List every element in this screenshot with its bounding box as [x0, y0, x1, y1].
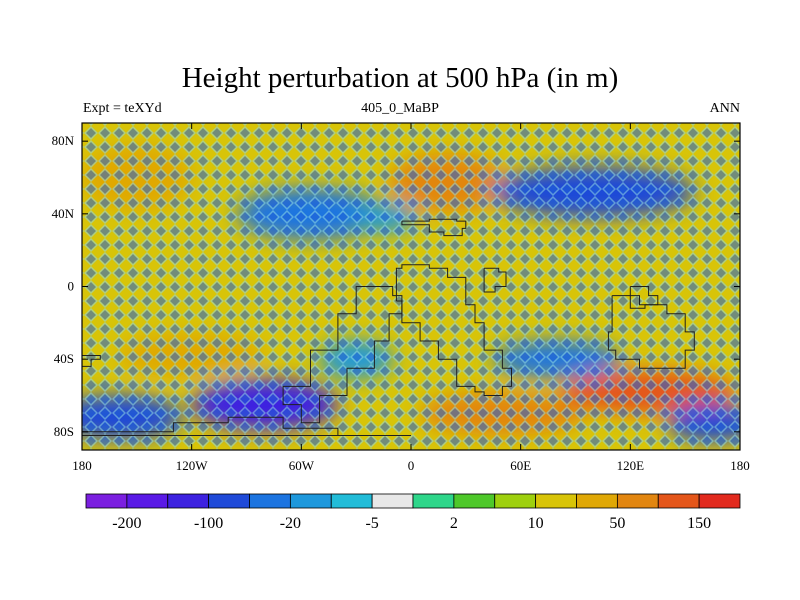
colorbar-label: -5 [365, 515, 378, 532]
colorbar-swatch [289, 493, 332, 509]
x-tick-label: 60E [510, 458, 531, 473]
x-tick-label: 0 [408, 458, 415, 473]
case-label: 405_0_MaBP [361, 101, 439, 116]
season-label: ANN [709, 101, 740, 116]
colorbar-swatch [535, 493, 577, 509]
colorbar: -200 -100 -20 -5 2 10 50 150 [85, 493, 741, 532]
colorbar-swatch [453, 493, 496, 509]
colorbar-label: 10 [528, 515, 544, 532]
colorbar-swatch [330, 493, 373, 509]
colorbar-label: -20 [280, 515, 301, 532]
colorbar-swatch [576, 493, 618, 509]
coastline [82, 416, 411, 436]
y-tick-label: 40N [52, 206, 75, 221]
colorbar-swatch [85, 493, 128, 509]
colorbar-label: 150 [687, 515, 711, 532]
colorbar-label: -100 [194, 515, 223, 532]
colorbar-label: -200 [112, 515, 141, 532]
coastlines [82, 218, 695, 436]
x-tick-label: 180 [72, 458, 92, 473]
colorbar-swatch [657, 493, 700, 509]
y-tick-label: 80N [52, 133, 75, 148]
colorbar-label: 50 [609, 515, 625, 532]
y-tick-label: 80S [54, 424, 74, 439]
colorbar-swatch [249, 493, 291, 509]
coastline [401, 218, 467, 237]
map-axes: 180 120W 60W 0 60E 120E 180 80N 40N 0 40S 80S [52, 123, 750, 473]
x-tick-label: 120W [176, 458, 209, 473]
colorbar-swatch [698, 493, 741, 509]
y-tick-label: 0 [68, 279, 75, 294]
height-field [82, 123, 740, 450]
colorbar-swatch [616, 493, 659, 509]
coastline [607, 295, 695, 369]
plot-title: Height perturbation at 500 hPa (in m) [181, 62, 619, 94]
colorbar-label: 2 [450, 515, 458, 532]
y-tick-label: 40S [54, 351, 74, 366]
coastline [629, 286, 659, 309]
coastline [282, 286, 403, 424]
x-tick-label: 120E [617, 458, 645, 473]
colorbar-swatch [208, 493, 250, 509]
x-tick-label: 60W [289, 458, 315, 473]
colorbar-swatch [126, 493, 169, 509]
colorbar-swatch [412, 493, 455, 509]
colorbar-swatch [371, 493, 414, 509]
coastline [82, 355, 101, 367]
colorbar-swatch [494, 493, 537, 509]
experiment-label: Expt = teXYd [83, 101, 162, 116]
x-tick-label: 180 [730, 458, 750, 473]
coastline [395, 264, 512, 396]
coastline [483, 267, 507, 293]
colorbar-swatch [167, 493, 210, 509]
